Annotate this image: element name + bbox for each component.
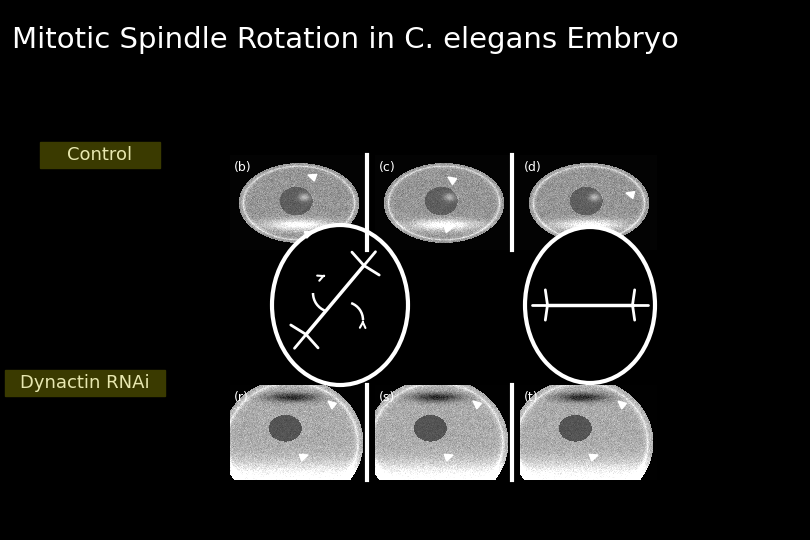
Polygon shape [299,454,308,461]
Polygon shape [308,174,317,181]
Polygon shape [473,401,481,409]
Ellipse shape [525,227,655,383]
Polygon shape [626,192,635,199]
Text: (s): (s) [378,392,394,404]
Bar [40,142,160,168]
Text: (b): (b) [233,161,251,174]
Polygon shape [305,231,313,238]
Text: Control: Control [67,146,133,164]
Text: Mitotic Spindle Rotation in C. elegans Embryo: Mitotic Spindle Rotation in C. elegans E… [12,26,679,54]
Polygon shape [328,401,336,409]
Text: (d): (d) [523,161,541,174]
Polygon shape [448,177,457,185]
Polygon shape [618,401,626,409]
Polygon shape [445,226,453,233]
Polygon shape [444,454,453,461]
Bar [5,370,165,396]
Text: (t): (t) [523,392,538,404]
Text: Dynactin RNAi: Dynactin RNAi [20,374,150,392]
Text: (r): (r) [233,392,249,404]
Polygon shape [589,454,598,461]
Text: (c): (c) [378,161,395,174]
Ellipse shape [272,225,408,385]
